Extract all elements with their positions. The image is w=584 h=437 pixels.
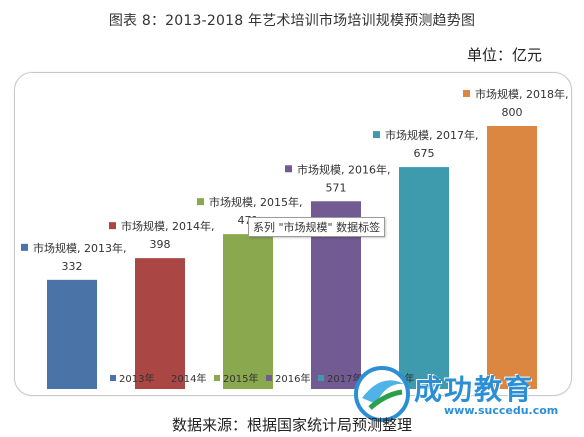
legend-marker (318, 375, 324, 381)
bar-2017年 (399, 167, 449, 389)
legend-label: 2013年 (119, 372, 154, 385)
legend-label: 2016年 (275, 372, 310, 385)
data-label-marker (463, 90, 470, 97)
data-label-text: 市场规模, 2014年, (121, 219, 214, 233)
logo-text: 成功教育 (414, 373, 535, 406)
data-label-text: 市场规模, 2018年, (475, 87, 568, 101)
legend-label: 2015年 (223, 372, 258, 385)
data-label-marker (21, 243, 28, 251)
bar-2014年 (135, 258, 185, 389)
logo-url: www.succedu.com (444, 404, 559, 417)
legend-marker (110, 375, 116, 381)
data-label-value: 332 (62, 260, 83, 273)
legend-marker (266, 375, 272, 381)
data-label-marker (285, 165, 292, 173)
bar-2013年 (47, 279, 97, 389)
data-label-text: 市场规模, 2016年, (297, 162, 390, 176)
unit-label: 单位：亿元 (466, 46, 542, 64)
data-label-text: 市场规模, 2013年, (33, 241, 126, 255)
bar-2015年 (223, 234, 273, 389)
data-source: 数据来源：根据国家统计局预测整理 (171, 416, 412, 434)
data-label-text: 市场规模, 2017年, (385, 128, 478, 142)
data-label-tooltip: 系列 "市场规模" 数据标签 (248, 217, 386, 237)
data-label-value: 675 (414, 147, 435, 160)
data-label-value: 571 (326, 181, 347, 194)
data-label-value: 398 (150, 238, 171, 251)
data-label-marker (197, 198, 204, 206)
data-label-value: 800 (502, 106, 523, 119)
legend-marker (162, 375, 168, 381)
chart-title: 图表 8：2013-2018 年艺术培训市场培训规模预测趋势图 (108, 13, 476, 29)
data-label-text: 市场规模, 2015年, (209, 195, 302, 209)
data-label-marker (109, 222, 116, 230)
logo-mark-icon (354, 366, 410, 422)
watermark-logo: 成功教育 www.succedu.com (348, 360, 584, 437)
bar-2018年 (487, 126, 537, 389)
legend-label: 2014年 (171, 372, 206, 385)
data-label-marker (373, 131, 380, 139)
legend-marker (214, 375, 220, 381)
legend-label: 2017年 (327, 372, 362, 385)
